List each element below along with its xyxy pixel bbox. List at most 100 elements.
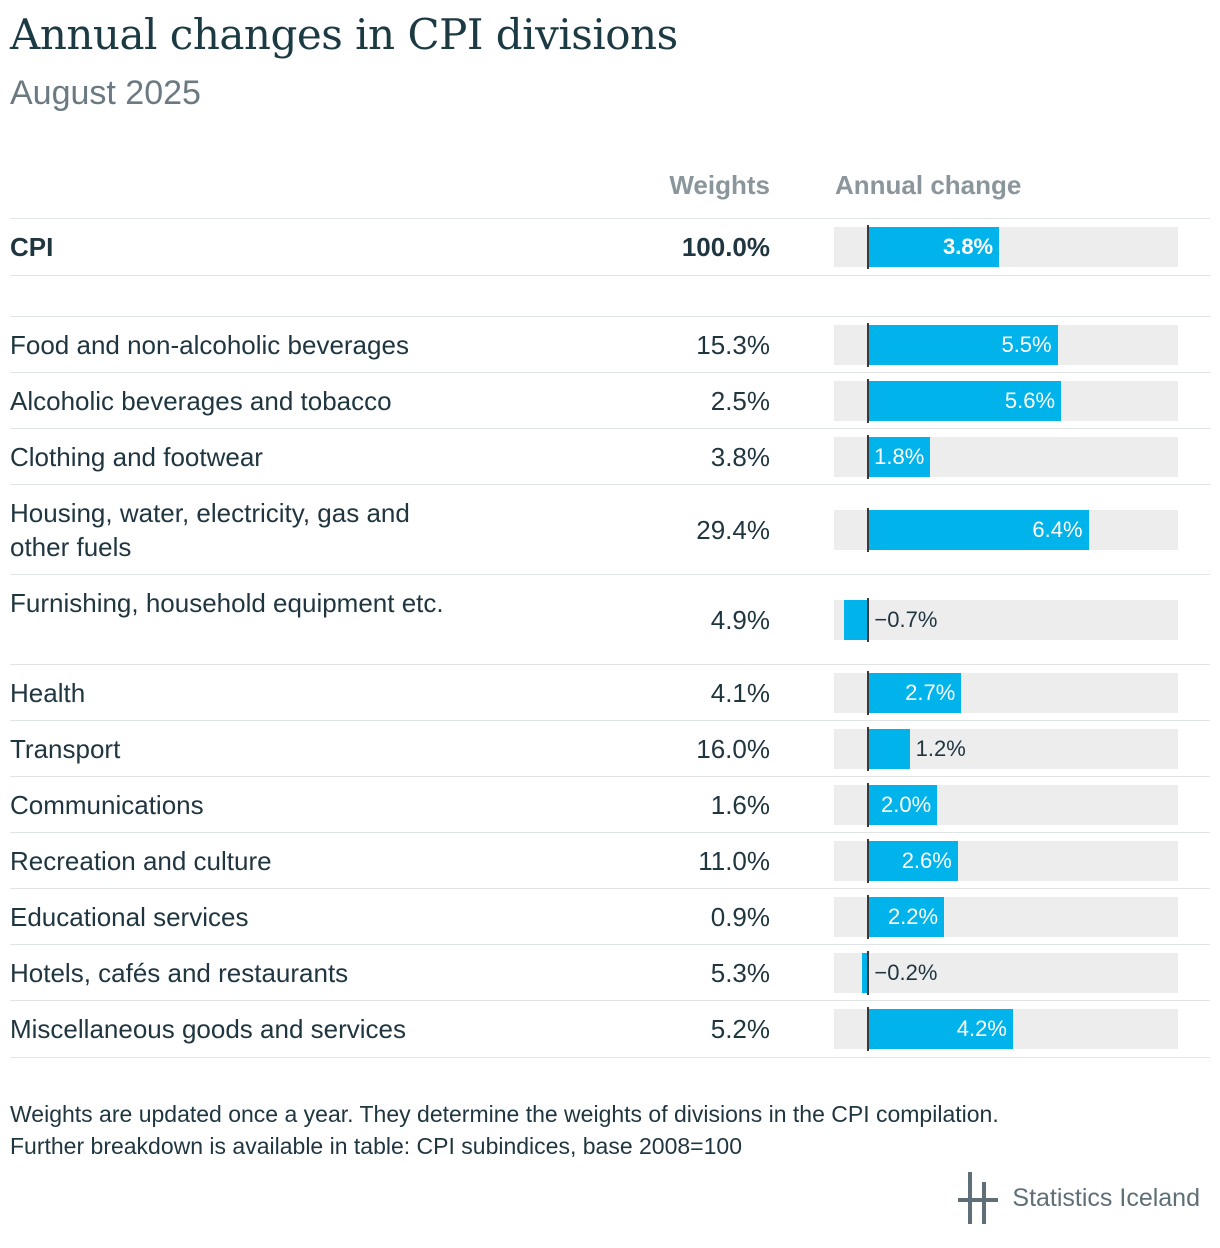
statistics-iceland-logo: Statistics Iceland (958, 1172, 1200, 1224)
change-bar (868, 729, 910, 769)
zero-line (867, 839, 870, 883)
bar-track: 2.0% (834, 783, 1178, 827)
table-row: Furnishing, household equipment etc. 4.9%… (10, 574, 1210, 665)
statistics-iceland-logo-icon (958, 1172, 999, 1224)
table-row: Food and non-alcoholic beverages 15.3% 5.5… (10, 316, 1210, 373)
change-bar (868, 673, 962, 713)
zero-line (867, 379, 870, 423)
change-bar (868, 437, 931, 477)
change-bar (868, 897, 945, 937)
value-label: 1.8% (874, 444, 925, 469)
table-row: Recreation and culture 11.0% 2.6% (10, 832, 1210, 889)
table-row: Alcoholic beverages and tobacco 2.5% 5.6% (10, 372, 1210, 429)
row-label: Educational services (10, 902, 249, 932)
bar-track: 2.2% (834, 895, 1178, 939)
row-weight: 11.0% (698, 846, 770, 876)
table-row: Educational services 0.9% 2.2% (10, 888, 1210, 945)
row-weight: 4.9% (710, 605, 770, 635)
change-bar (868, 325, 1058, 365)
row-weight: 5.3% (710, 958, 770, 988)
zero-line (867, 323, 870, 367)
row-weight: 15.3% (696, 330, 770, 360)
value-label: 2.6% (901, 848, 952, 873)
zero-line (867, 783, 870, 827)
row-label: Furnishing, household equipment etc. (10, 588, 444, 618)
row-weight: 100.0% (681, 232, 770, 262)
value-label: 4.2% (956, 1016, 1007, 1041)
change-bar (861, 953, 869, 993)
cpi-total-row: CPI 100.0% 3.8% (10, 218, 1210, 276)
zero-line (867, 508, 870, 552)
row-label: Recreation and culture (10, 846, 272, 876)
bar-track: 6.4% (834, 508, 1178, 552)
change-bar (868, 785, 938, 825)
bar-track: 5.5% (834, 323, 1178, 367)
value-label: 2.2% (887, 904, 939, 929)
row-weight: 1.6% (710, 790, 770, 820)
table-row: Health 4.1% 2.7% (10, 664, 1210, 721)
chart-subtitle: August 2025 (10, 74, 201, 112)
row-label: Miscellaneous goods and services (10, 1014, 406, 1044)
bar-track: 2.6% (834, 839, 1178, 883)
row-label: Alcoholic beverages and tobacco (10, 386, 392, 416)
change-bar (868, 1009, 1013, 1049)
bar-track: −0.7% (834, 598, 1178, 642)
zero-line (867, 1007, 870, 1051)
value-label: −0.7% (874, 607, 938, 632)
zero-line (867, 951, 870, 995)
table-row: Clothing and footwear 3.8% 1.8% (10, 428, 1210, 485)
table-row: Miscellaneous goods and services 5.2% 4.2% (10, 1000, 1210, 1058)
value-label: 2.7% (905, 680, 956, 705)
change-bar (868, 381, 1062, 421)
table-row: Transport 16.0% 1.2% (10, 720, 1210, 777)
bar-track: 4.2% (834, 1007, 1178, 1051)
footnote-line-1: Weights are updated once a year. They de… (10, 1101, 999, 1127)
bar-track: 5.6% (834, 379, 1178, 423)
table-row: Communications 1.6% 2.0% (10, 776, 1210, 833)
row-label: CPI (10, 232, 54, 262)
value-label: 5.5% (1001, 332, 1052, 357)
row-label: Clothing and footwear (10, 442, 263, 472)
logo-text: Statistics Iceland (1012, 1183, 1200, 1212)
row-label: Communications (10, 790, 204, 820)
row-label: Food and non-alcoholic beverages (10, 330, 409, 360)
table-row: Housing, water, electricity, gas and oth… (10, 484, 1210, 575)
change-bar (868, 841, 958, 881)
row-label: Health (10, 678, 86, 708)
row-weight: 29.4% (696, 515, 770, 545)
value-label: 1.2% (915, 736, 966, 761)
row-label: Housing, water, electricity, gas and oth… (10, 498, 410, 562)
zero-line (867, 598, 870, 642)
bar-track: 1.8% (834, 435, 1178, 479)
value-label: −0.2% (874, 960, 938, 985)
row-weight: 2.5% (710, 386, 770, 416)
change-bar (868, 227, 1000, 267)
change-column-header: Annual change (835, 170, 1022, 200)
zero-line (867, 671, 870, 715)
zero-line (867, 895, 870, 939)
change-bar (868, 510, 1089, 550)
chart-title: Annual changes in CPI divisions (10, 10, 678, 59)
zero-line (867, 727, 870, 771)
value-label: 6.4% (1032, 517, 1083, 542)
zero-line (867, 225, 870, 269)
row-label: Hotels, cafés and restaurants (10, 958, 349, 988)
row-weight: 4.1% (710, 678, 770, 708)
row-label: Transport (10, 734, 121, 764)
row-weight: 5.2% (710, 1014, 770, 1044)
value-label: 3.8% (942, 234, 994, 259)
bar-track: 2.7% (834, 671, 1178, 715)
bar-track: −0.2% (834, 951, 1178, 995)
bar-track: 3.8% (834, 225, 1178, 269)
row-weight: 16.0% (696, 734, 770, 764)
value-label: 5.6% (1004, 388, 1056, 413)
table-row: Hotels, cafés and restaurants 5.3% −0.2% (10, 944, 1210, 1001)
weights-column-header: Weights (669, 170, 770, 200)
value-label: 2.0% (881, 792, 932, 817)
footnote: Weights are updated once a year. They de… (10, 1098, 999, 1162)
footnote-line-2: Further breakdown is available in table:… (10, 1133, 742, 1159)
row-weight: 0.9% (710, 902, 770, 932)
bar-track: 1.2% (834, 727, 1178, 771)
zero-line (867, 435, 870, 479)
row-weight: 3.8% (710, 442, 770, 472)
